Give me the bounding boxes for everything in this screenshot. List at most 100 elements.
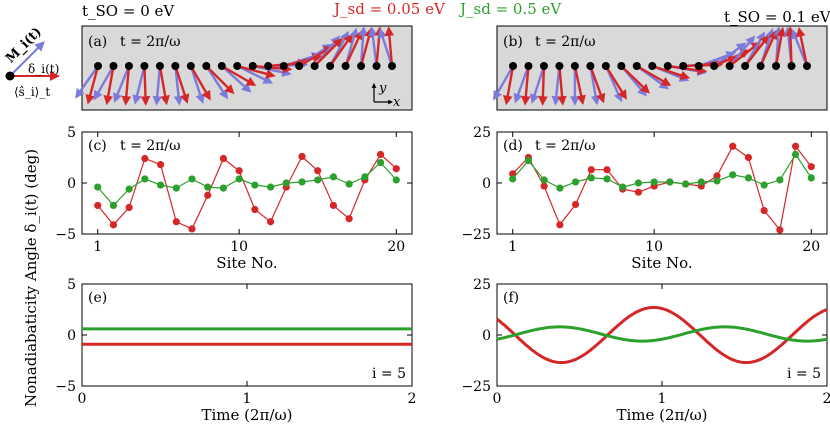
- spin-blue-arrow: [368, 26, 378, 67]
- site-dot: [772, 62, 781, 70]
- data-point-green: [282, 179, 290, 187]
- data-point-red: [329, 201, 338, 210]
- data-point-red: [571, 200, 580, 209]
- x-tick-label: 1: [508, 239, 517, 255]
- data-point-green: [509, 175, 517, 183]
- spin-red-arrow: [636, 64, 672, 86]
- data-point-green: [141, 175, 149, 183]
- panel-b: (b) t = 2π/ω: [493, 25, 828, 111]
- spin-red-arrow: [85, 65, 100, 105]
- site-dot: [617, 62, 626, 70]
- data-point-green: [298, 178, 306, 186]
- panel-d: 1 10 20 −25 0 25 Site No. (d) t = 2π/ω: [461, 125, 828, 272]
- data-point-red: [204, 191, 212, 199]
- data-point-red: [298, 152, 306, 161]
- spin-blue-arrow: [189, 65, 205, 104]
- data-point-green: [172, 184, 180, 192]
- data-point-green: [791, 150, 800, 159]
- panel-b-title: t = 2π/ω: [535, 34, 596, 50]
- data-point-green: [125, 185, 133, 193]
- spin-blue-arrow: [713, 42, 747, 67]
- data-point-green: [329, 173, 338, 181]
- data-point-green: [314, 176, 322, 184]
- data-point-red: [587, 166, 595, 174]
- x-axis-label: Site No.: [631, 254, 692, 272]
- data-point-green: [219, 184, 228, 192]
- data-point-green: [713, 177, 721, 185]
- site-dot: [679, 62, 688, 70]
- y-tick-label: 5: [67, 277, 76, 293]
- y-tick-label: 25: [473, 277, 491, 293]
- spin-blue-arrow: [378, 28, 394, 67]
- x-tick-label: 2: [823, 391, 830, 407]
- site-dot: [803, 62, 811, 70]
- x-tick-label: 1: [243, 391, 252, 407]
- spin-blue-arrow: [152, 65, 163, 106]
- data-point-green: [376, 159, 385, 167]
- site-dot: [648, 62, 657, 70]
- spin-red-arrow: [713, 49, 751, 68]
- site-dot: [217, 62, 226, 70]
- data-point-red: [634, 188, 643, 196]
- data-point-green: [603, 175, 611, 183]
- axis-y-letter: y: [378, 81, 387, 96]
- inset-m-arrow: [9, 41, 45, 77]
- data-point-red: [713, 172, 721, 180]
- data-point-red: [172, 218, 180, 226]
- data-point-red: [235, 167, 243, 175]
- site-dot: [725, 62, 734, 70]
- spin-red-arrow: [205, 65, 235, 95]
- site-dot: [756, 62, 765, 70]
- site-dot: [632, 62, 641, 70]
- site-dot: [124, 62, 133, 70]
- panel-f-frame: [496, 283, 828, 387]
- spin-red-arrow: [158, 65, 170, 106]
- spin-blue-arrow: [728, 35, 756, 67]
- site-dot: [186, 62, 195, 70]
- spin-red-arrow: [121, 65, 132, 106]
- data-point-green: [776, 176, 784, 184]
- spin-blue-arrow: [530, 65, 546, 104]
- spin-red-arrow: [189, 65, 211, 101]
- site-dot: [202, 62, 211, 70]
- panel-f-label: (f): [503, 290, 519, 306]
- data-point-green: [361, 173, 369, 181]
- data-point-red: [125, 203, 133, 212]
- data-point-red: [744, 153, 753, 162]
- panel-e-label: (e): [88, 290, 107, 306]
- site-dot: [94, 62, 102, 70]
- x-tick-label: 0: [78, 391, 87, 407]
- site-dot: [586, 62, 595, 70]
- data-point-red: [603, 166, 611, 174]
- data-point-green: [94, 183, 102, 191]
- data-point-green: [251, 181, 259, 189]
- data-point-red: [760, 206, 768, 215]
- data-point-red: [540, 182, 548, 190]
- data-point-red: [141, 154, 149, 163]
- spin-red-arrow: [359, 27, 374, 67]
- data-point-green: [744, 174, 753, 182]
- header-jsd-red: J_sd = 0.05 eV: [332, 0, 446, 18]
- site-dot: [388, 62, 396, 70]
- spin-blue-arrow: [113, 65, 131, 103]
- panel-a-title: t = 2π/ω: [120, 34, 181, 50]
- panel-a: (a) t = 2π/ω xy: [75, 25, 413, 111]
- site-dot: [539, 62, 548, 70]
- data-point-red: [219, 154, 228, 163]
- spin-red-arrow: [503, 65, 515, 106]
- data-point-green: [571, 178, 580, 186]
- spin-red-arrow: [589, 65, 606, 104]
- data-point-red: [156, 161, 165, 169]
- data-point-green: [266, 183, 275, 191]
- spin-red-arrow: [538, 65, 548, 106]
- inset-diagram: M_i(t) δ_i(t) ⟨ŝ_i⟩_t: [3, 25, 60, 99]
- spin-blue-arrow: [173, 65, 184, 106]
- header-tso-right: t_SO = 0.1 eV: [724, 8, 830, 26]
- panel-b-label: (b): [503, 34, 523, 50]
- spin-blue-arrow: [220, 65, 252, 93]
- panel-a-label: (a): [88, 34, 107, 50]
- shared-ylabel: Nonadiabaticity Angle δ_i(t) (deg): [22, 149, 40, 407]
- y-tick-label: 0: [482, 176, 491, 192]
